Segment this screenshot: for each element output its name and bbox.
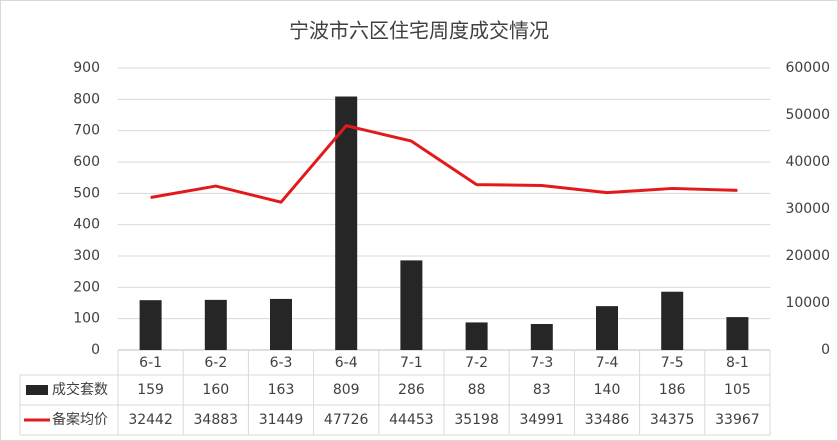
x-tick-label: 6-2	[204, 355, 227, 371]
table-cell: 34883	[194, 412, 239, 428]
y2-tick-label: 40000	[785, 154, 830, 170]
table-cell: 163	[268, 382, 295, 398]
table-cell: 105	[724, 382, 751, 398]
table-cell: 33967	[715, 412, 760, 428]
x-tick-label: 8-1	[726, 355, 749, 371]
table-cell: 32442	[128, 412, 173, 428]
x-tick-label: 6-1	[139, 355, 162, 371]
y2-tick-label: 0	[821, 342, 830, 358]
y-tick-label: 900	[73, 60, 100, 76]
bar	[335, 96, 358, 350]
table-cell: 47726	[324, 412, 369, 428]
x-tick-label: 7-4	[596, 355, 619, 371]
x-tick-label: 7-2	[465, 355, 488, 371]
table-cell: 34991	[520, 412, 565, 428]
table-cell: 33486	[585, 412, 630, 428]
x-tick-label: 7-3	[530, 355, 553, 371]
y2-tick-label: 60000	[785, 60, 830, 76]
bar	[400, 260, 423, 350]
y2-tick-label: 20000	[785, 248, 830, 264]
table-cell: 34375	[650, 412, 695, 428]
bar	[465, 322, 488, 350]
table-cell: 160	[202, 382, 229, 398]
bar	[139, 300, 162, 350]
table-cell: 159	[137, 382, 164, 398]
table-cell: 44453	[389, 412, 434, 428]
table-cell: 186	[659, 382, 686, 398]
bar	[661, 291, 684, 350]
bar	[204, 299, 227, 350]
y-tick-label: 800	[73, 91, 100, 107]
bar	[530, 323, 553, 350]
x-tick-label: 6-4	[335, 355, 358, 371]
table-cell: 88	[468, 382, 486, 398]
y-tick-label: 0	[91, 342, 100, 358]
y-tick-label: 400	[73, 217, 100, 233]
line	[150, 124, 738, 204]
x-tick-label: 7-5	[661, 355, 684, 371]
y-tick-label: 600	[73, 154, 100, 170]
x-tick-label: 6-3	[270, 355, 293, 371]
y-tick-label: 100	[73, 311, 100, 327]
y-tick-label: 200	[73, 279, 100, 295]
legend-label: 成交套数	[52, 381, 108, 398]
table-cell: 83	[533, 382, 551, 398]
y2-tick-label: 50000	[785, 107, 830, 123]
y-tick-label: 700	[73, 123, 100, 139]
legend-label: 备案均价	[52, 411, 108, 428]
table-cell: 140	[594, 382, 621, 398]
bar	[270, 298, 292, 350]
y-tick-label: 300	[73, 248, 100, 264]
y2-tick-label: 30000	[785, 201, 830, 217]
table-cell: 31449	[259, 412, 304, 428]
table-cell: 286	[398, 382, 425, 398]
legend-key	[26, 385, 48, 395]
table-cell: 35198	[454, 412, 499, 428]
y-tick-label: 500	[73, 185, 100, 201]
table-cell: 809	[333, 382, 360, 398]
bar	[726, 317, 749, 350]
y2-tick-label: 10000	[785, 295, 830, 311]
chart-title: 宁波市六区住宅周度成交情况	[289, 19, 549, 43]
bar	[596, 306, 618, 350]
x-tick-label: 7-1	[400, 355, 423, 371]
